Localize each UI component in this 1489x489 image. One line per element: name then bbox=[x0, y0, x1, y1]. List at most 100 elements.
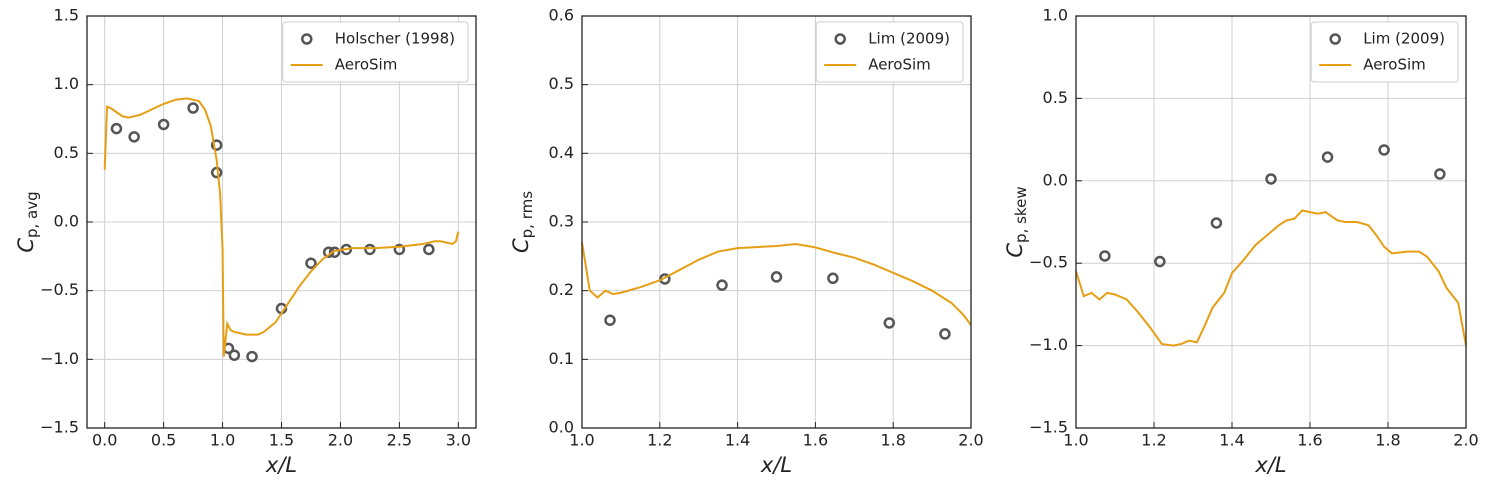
data-point bbox=[716, 279, 728, 291]
data-point bbox=[157, 118, 170, 131]
legend-frame bbox=[815, 21, 964, 83]
y-tick-label: 1.0 bbox=[54, 74, 79, 93]
legend: Lim (2009) AeroSim bbox=[1310, 21, 1459, 83]
x-tick-label: 1.0 bbox=[569, 431, 594, 450]
data-point bbox=[1321, 151, 1334, 163]
x-tick-label: 1.6 bbox=[803, 431, 828, 450]
x-tick-label: 1.0 bbox=[1063, 431, 1088, 450]
y-tick-label: −0.5 bbox=[40, 280, 79, 299]
y-tick-label: 0.0 bbox=[549, 418, 574, 437]
y-tick-label: −1.5 bbox=[1029, 418, 1068, 437]
data-point bbox=[1378, 144, 1390, 156]
y-tick-label: 0.5 bbox=[549, 74, 574, 93]
x-tick-label: 0.0 bbox=[92, 431, 117, 450]
y-tick-label: 0.1 bbox=[549, 349, 574, 368]
data-point bbox=[305, 257, 317, 269]
legend-label: Lim (2009) bbox=[868, 30, 950, 48]
legend-label: AeroSim bbox=[1363, 56, 1426, 74]
data-line bbox=[1075, 209, 1467, 347]
subplot: 1.0 1.2 1.4 1.6 1.8 2.0 −1.5 −1.0 −0.5 0.0 0.5 1.0 x… bbox=[1003, 6, 1479, 478]
y-axis-symbol: C bbox=[14, 238, 38, 253]
y-axis-label: Cp, avg bbox=[14, 191, 41, 252]
y-tick-label: 0.0 bbox=[1043, 170, 1068, 189]
y-tick-label: 0.3 bbox=[549, 212, 574, 231]
data-point bbox=[770, 271, 783, 283]
legend: Holscher (1998) AeroSim bbox=[282, 21, 469, 83]
x-tick-label: 2.5 bbox=[387, 431, 412, 450]
legend-marker bbox=[1329, 33, 1341, 45]
x-tick-label: 1.4 bbox=[725, 431, 750, 450]
data-point bbox=[423, 243, 435, 256]
plot-frame bbox=[1075, 15, 1467, 429]
legend-marker bbox=[301, 33, 313, 45]
y-tick-label: 1.0 bbox=[1043, 6, 1068, 25]
data-point bbox=[1210, 217, 1223, 229]
data-point bbox=[393, 243, 406, 256]
data-line bbox=[103, 97, 460, 357]
y-axis-symbol: C bbox=[509, 238, 533, 253]
y-tick-label: 0.4 bbox=[549, 143, 574, 162]
data-point bbox=[210, 139, 223, 151]
y-tick-label: 0.6 bbox=[549, 6, 574, 25]
y-tick-label: 0.5 bbox=[54, 143, 79, 162]
subplot: 1.0 1.2 1.4 1.6 1.8 2.0 0.0 0.1 0.2 0.3 0.4 0.5 0.6 x… bbox=[509, 6, 984, 478]
y-tick-label: −1.5 bbox=[40, 418, 79, 437]
x-tick-label: 1.0 bbox=[210, 431, 235, 450]
legend-label: Holscher (1998) bbox=[335, 30, 455, 48]
x-axis-label: x/L bbox=[1254, 453, 1286, 477]
data-point bbox=[246, 350, 258, 363]
data-point bbox=[328, 246, 341, 258]
y-axis-symbol: C bbox=[1003, 243, 1027, 258]
x-tick-label: 1.4 bbox=[1219, 431, 1244, 450]
data-point bbox=[827, 272, 839, 285]
data-point bbox=[1099, 250, 1111, 262]
legend-frame bbox=[1310, 21, 1459, 83]
legend-frame bbox=[282, 21, 469, 83]
plot-frame bbox=[581, 15, 972, 429]
x-tick-label: 2.0 bbox=[1453, 431, 1478, 450]
y-axis-label: Cp, skew bbox=[1003, 186, 1030, 257]
x-tick-label: 2.0 bbox=[958, 431, 983, 450]
y-axis-label: Cp, rms bbox=[509, 191, 536, 253]
data-point bbox=[128, 131, 140, 143]
y-axis-subscript: p, avg bbox=[23, 191, 41, 238]
plot-frame bbox=[86, 15, 477, 429]
x-tick-label: 1.2 bbox=[647, 431, 672, 450]
x-axis-label: x/L bbox=[265, 453, 297, 477]
x-tick-label: 1.5 bbox=[269, 431, 294, 450]
data-point bbox=[1154, 255, 1166, 268]
x-axis-label: x/L bbox=[760, 453, 792, 477]
data-point bbox=[939, 328, 951, 340]
data-point bbox=[1265, 173, 1277, 185]
legend-label: Lim (2009) bbox=[1363, 30, 1445, 48]
legend-label: AeroSim bbox=[868, 56, 931, 74]
x-tick-label: 1.6 bbox=[1297, 431, 1322, 450]
data-point bbox=[110, 122, 123, 135]
subplot: 0.0 0.5 1.0 1.5 2.0 2.5 3.0 −1.5 −1.0 −0.5 0.0 0.5 1… bbox=[14, 6, 477, 477]
y-tick-label: −0.5 bbox=[1029, 253, 1068, 272]
data-point bbox=[364, 243, 376, 256]
x-tick-label: 1.8 bbox=[880, 431, 905, 450]
x-tick-label: 1.2 bbox=[1141, 431, 1166, 450]
y-tick-label: 0.2 bbox=[549, 280, 574, 299]
x-tick-label: 0.5 bbox=[151, 431, 176, 450]
y-tick-label: −1.0 bbox=[40, 349, 79, 368]
y-tick-label: 0.5 bbox=[1043, 88, 1068, 107]
y-tick-label: −1.0 bbox=[1029, 335, 1068, 354]
legend-label: AeroSim bbox=[335, 56, 398, 74]
legend-marker bbox=[834, 33, 846, 45]
data-point bbox=[228, 349, 241, 361]
x-tick-label: 2.0 bbox=[328, 431, 353, 450]
y-axis-subscript: p, rms bbox=[518, 191, 536, 239]
data-point bbox=[604, 314, 616, 326]
data-point bbox=[187, 102, 199, 114]
data-line bbox=[581, 242, 972, 326]
x-tick-label: 3.0 bbox=[446, 431, 471, 450]
y-axis-subscript: p, skew bbox=[1012, 186, 1030, 243]
legend: Lim (2009) AeroSim bbox=[815, 21, 964, 83]
data-point bbox=[1434, 168, 1446, 180]
x-tick-label: 1.8 bbox=[1375, 431, 1400, 450]
y-tick-label: 0.0 bbox=[54, 212, 79, 231]
data-point bbox=[883, 317, 896, 329]
